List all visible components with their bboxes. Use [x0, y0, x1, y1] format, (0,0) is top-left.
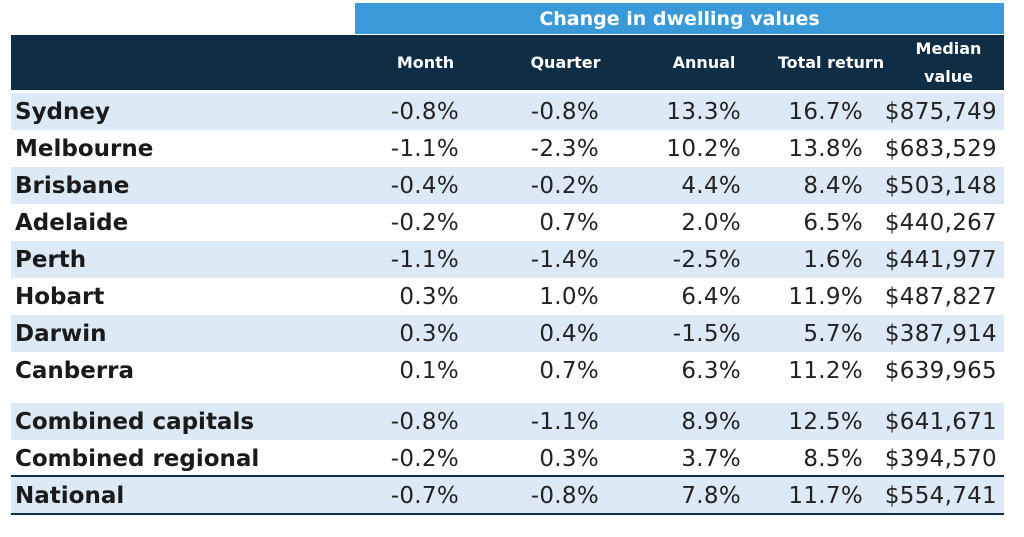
table-header: Month Quarter Annual Total return Median…: [11, 35, 1004, 90]
cell-median: $875,749: [884, 98, 997, 125]
cell-total-return: 6.5%: [803, 209, 863, 236]
table-row: Combined capitals -0.8% -1.1% 8.9% 12.5% $641…: [11, 403, 1004, 440]
table-row: Perth -1.1% -1.4% -2.5% 1.6% $441,977: [11, 241, 1004, 278]
cell-total-return: 8.4%: [803, 172, 863, 199]
cell-quarter: 1.0%: [539, 283, 599, 310]
cell-median: $394,570: [884, 445, 997, 472]
table-row: Combined regional -0.2% 0.3% 3.7% 8.5% $394,5…: [11, 440, 1004, 477]
cell-median: $441,977: [884, 246, 997, 273]
national-top-rule: [11, 475, 1004, 477]
header-median-value: Median value: [896, 35, 1001, 90]
row-label: Combined capitals: [15, 408, 255, 435]
cell-total-return: 5.7%: [803, 320, 863, 347]
table-row: Canberra 0.1% 0.7% 6.3% 11.2% $639,965: [11, 352, 1004, 389]
cell-month: -1.1%: [390, 135, 459, 162]
cell-month: -0.2%: [390, 209, 459, 236]
cell-annual: -2.5%: [672, 246, 741, 273]
table-row: Melbourne -1.1% -2.3% 10.2% 13.8% $683,529: [11, 130, 1004, 167]
table-row: Hobart 0.3% 1.0% 6.4% 11.9% $487,827: [11, 278, 1004, 315]
cell-month: 0.1%: [399, 357, 459, 384]
cell-quarter: 0.7%: [539, 209, 599, 236]
cell-total-return: 8.5%: [803, 445, 863, 472]
cell-quarter: 0.7%: [539, 357, 599, 384]
cell-month: -0.7%: [390, 482, 459, 509]
cell-annual: 10.2%: [666, 135, 741, 162]
cell-quarter: 0.4%: [539, 320, 599, 347]
header-total-return: Total return: [777, 52, 885, 72]
header-month: Month: [396, 52, 455, 72]
cell-median: $503,148: [884, 172, 997, 199]
cell-quarter: -1.1%: [530, 408, 599, 435]
cell-total-return: 12.5%: [788, 408, 863, 435]
cell-quarter: -0.8%: [530, 98, 599, 125]
cell-annual: 8.9%: [681, 408, 741, 435]
table-row: Adelaide -0.2% 0.7% 2.0% 6.5% $440,267: [11, 204, 1004, 241]
cell-total-return: 11.9%: [788, 283, 863, 310]
cell-annual: 4.4%: [681, 172, 741, 199]
header-median-line1: Median: [915, 38, 982, 58]
row-label: Darwin: [15, 320, 107, 347]
cell-month: -1.1%: [390, 246, 459, 273]
cell-annual: 6.3%: [681, 357, 741, 384]
cell-total-return: 1.6%: [803, 246, 863, 273]
cell-median: $387,914: [884, 320, 997, 347]
cell-month: -0.8%: [390, 98, 459, 125]
row-label: National: [15, 482, 125, 509]
cell-annual: 3.7%: [681, 445, 741, 472]
cell-median: $554,741: [884, 482, 997, 509]
cell-median: $641,671: [884, 408, 997, 435]
cell-month: 0.3%: [399, 283, 459, 310]
cell-median: $639,965: [884, 357, 997, 384]
cell-month: -0.8%: [390, 408, 459, 435]
row-label: Sydney: [15, 98, 110, 125]
cell-annual: 13.3%: [666, 98, 741, 125]
table-row: Brisbane -0.4% -0.2% 4.4% 8.4% $503,148: [11, 167, 1004, 204]
cell-median: $440,267: [884, 209, 997, 236]
cell-quarter: 0.3%: [539, 445, 599, 472]
cell-annual: 2.0%: [681, 209, 741, 236]
cell-annual: -1.5%: [672, 320, 741, 347]
cell-month: 0.3%: [399, 320, 459, 347]
cell-month: -0.4%: [390, 172, 459, 199]
row-label: Canberra: [15, 357, 135, 384]
cell-month: -0.2%: [390, 445, 459, 472]
table-row: Sydney -0.8% -0.8% 13.3% 16.7% $875,749: [11, 93, 1004, 130]
cell-quarter: -2.3%: [530, 135, 599, 162]
cell-annual: 7.8%: [681, 482, 741, 509]
cell-quarter: -0.8%: [530, 482, 599, 509]
header-annual: Annual: [672, 52, 736, 72]
row-label: Melbourne: [15, 135, 154, 162]
cell-quarter: -1.4%: [530, 246, 599, 273]
table-title: Change in dwelling values: [355, 3, 1004, 34]
table-row: National -0.7% -0.8% 7.8% 11.7% $554,741: [11, 477, 1004, 514]
row-label: Brisbane: [15, 172, 130, 199]
cell-total-return: 13.8%: [788, 135, 863, 162]
cell-annual: 6.4%: [681, 283, 741, 310]
row-label: Combined regional: [15, 445, 260, 472]
cell-quarter: -0.2%: [530, 172, 599, 199]
header-median-line2: value: [924, 66, 973, 86]
cell-median: $683,529: [884, 135, 997, 162]
table-row: Darwin 0.3% 0.4% -1.5% 5.7% $387,914: [11, 315, 1004, 352]
row-label: Hobart: [15, 283, 105, 310]
row-label: Adelaide: [15, 209, 129, 236]
cell-total-return: 11.2%: [788, 357, 863, 384]
header-quarter: Quarter: [530, 52, 601, 72]
row-label: Perth: [15, 246, 87, 273]
cell-total-return: 16.7%: [788, 98, 863, 125]
cell-median: $487,827: [884, 283, 997, 310]
cell-total-return: 11.7%: [788, 482, 863, 509]
table-bottom-rule: [11, 513, 1004, 515]
